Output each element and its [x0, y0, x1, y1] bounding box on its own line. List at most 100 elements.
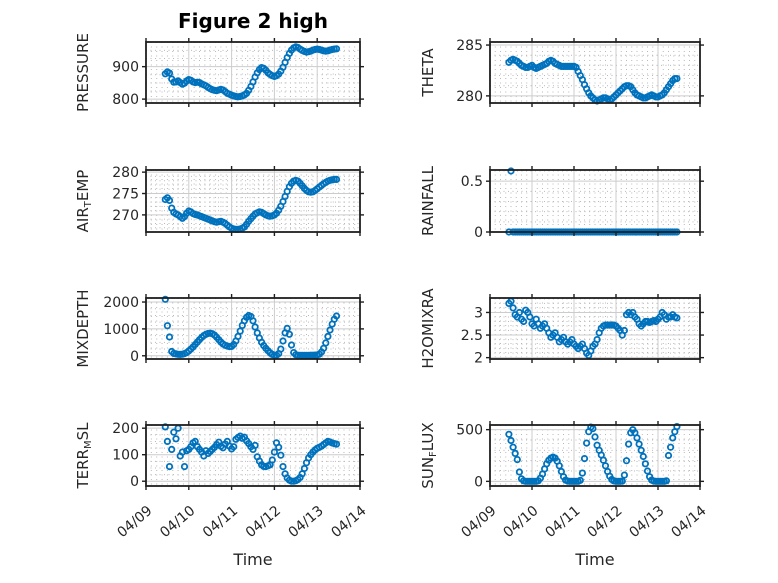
data-point: [277, 451, 285, 459]
x-axis-label-right: Time: [575, 550, 615, 569]
y-axis-label: THETA: [419, 48, 437, 98]
y-tick-label: 0: [474, 225, 483, 241]
axes: [486, 166, 704, 236]
data-point: [591, 433, 599, 441]
y-tick-label: 800: [112, 92, 139, 108]
data-point: [620, 471, 629, 479]
data-point: [673, 75, 681, 83]
data-point: [507, 436, 515, 445]
data-point: [161, 295, 169, 303]
y-tick-label: 280: [112, 165, 139, 181]
y-axis-label: AIRTEMP: [74, 170, 94, 233]
axes: [486, 38, 704, 107]
data-markers: [505, 297, 681, 359]
data-point: [673, 314, 681, 322]
data-point: [165, 69, 174, 77]
y-tick-label: 2.5: [461, 328, 483, 344]
data-point: [637, 446, 645, 454]
y-tick-label: 0: [130, 474, 139, 490]
data-point: [230, 443, 238, 451]
subplot-rainfall: 0 0.5 RAINFALL: [419, 165, 704, 241]
data-point: [332, 440, 341, 448]
data-point: [163, 437, 171, 445]
data-point: [279, 462, 287, 471]
data-point: [620, 326, 629, 335]
data-point: [576, 476, 584, 484]
x-tick-label: 04/13: [286, 503, 327, 541]
data-point: [578, 469, 587, 477]
data-point: [593, 335, 601, 344]
y-tick-label: 100: [112, 448, 139, 464]
data-point: [555, 462, 563, 470]
y-tick-label: 0: [130, 349, 139, 365]
data-point: [633, 434, 641, 442]
data-point: [163, 322, 171, 330]
x-tick-label: 04/11: [200, 503, 241, 541]
x-tick-label: 04/12: [243, 503, 284, 541]
data-point: [249, 317, 257, 325]
subplot-pressure: 800 900 PRESSURE: [74, 33, 364, 112]
y-tick-label: 1000: [103, 322, 139, 338]
data-markers: [161, 295, 341, 359]
data-point: [526, 313, 534, 321]
y-axis-label: SUNFLUX: [419, 422, 439, 488]
data-point: [664, 451, 673, 460]
y-tick-label: 2: [474, 351, 483, 367]
axes-box: [145, 169, 361, 233]
data-point: [236, 327, 244, 335]
y-tick-label: 270: [112, 208, 139, 224]
x-tick-label: 04/14: [328, 503, 369, 541]
data-point: [285, 330, 293, 338]
y-tick-label: 900: [112, 60, 139, 76]
axes-box: [489, 41, 701, 104]
y-tick-label: 275: [112, 187, 139, 203]
data-point: [332, 175, 341, 183]
data-point: [509, 304, 517, 312]
x-axis-label-left: Time: [233, 550, 273, 569]
data-point: [662, 477, 671, 485]
x-tick-label: 04/09: [458, 503, 499, 541]
x-tick-label: 04/10: [500, 503, 541, 541]
data-point: [515, 468, 524, 476]
data-point: [643, 467, 652, 475]
y-axis-label: PRESSURE: [74, 33, 92, 112]
data-point: [580, 454, 589, 463]
x-tick-label: 04/12: [584, 503, 625, 541]
y-axis-label: MIXDEPTH: [74, 289, 92, 367]
axes: [142, 166, 364, 236]
y-tick-label: 280: [456, 89, 483, 105]
data-point: [165, 462, 174, 471]
grid: [490, 170, 700, 232]
data-point: [505, 430, 513, 438]
axes: [142, 294, 364, 363]
axes: [486, 421, 704, 490]
axes: [142, 38, 364, 107]
x-tick-label: 04/14: [668, 503, 709, 541]
y-tick-label: 0.5: [461, 174, 483, 190]
x-tick-label: 04/11: [542, 503, 583, 541]
data-point: [639, 452, 647, 461]
data-point: [324, 332, 332, 340]
data-point: [170, 428, 178, 436]
y-tick-label: 3: [474, 305, 483, 321]
subplot-airtemp: 270 275 280 AIRTEMP: [74, 165, 364, 236]
subplot-h2omixra: 2 2.5 3 H2OMIXRA: [419, 288, 704, 369]
data-markers: [161, 175, 341, 233]
grid: [146, 41, 360, 103]
data-point: [283, 324, 291, 332]
data-point: [268, 456, 276, 464]
data-point: [509, 443, 517, 451]
y-tick-label: 500: [456, 423, 483, 439]
data-point: [624, 440, 633, 448]
data-point: [165, 196, 174, 204]
y-axis-label: H2OMIXRA: [419, 288, 437, 369]
x-tick-label: 04/09: [114, 503, 155, 541]
data-point: [515, 308, 524, 317]
data-point: [641, 460, 650, 468]
data-point: [251, 441, 259, 449]
data-point: [180, 462, 189, 471]
x-tick-label: 04/10: [157, 503, 198, 541]
axes: [486, 294, 704, 363]
